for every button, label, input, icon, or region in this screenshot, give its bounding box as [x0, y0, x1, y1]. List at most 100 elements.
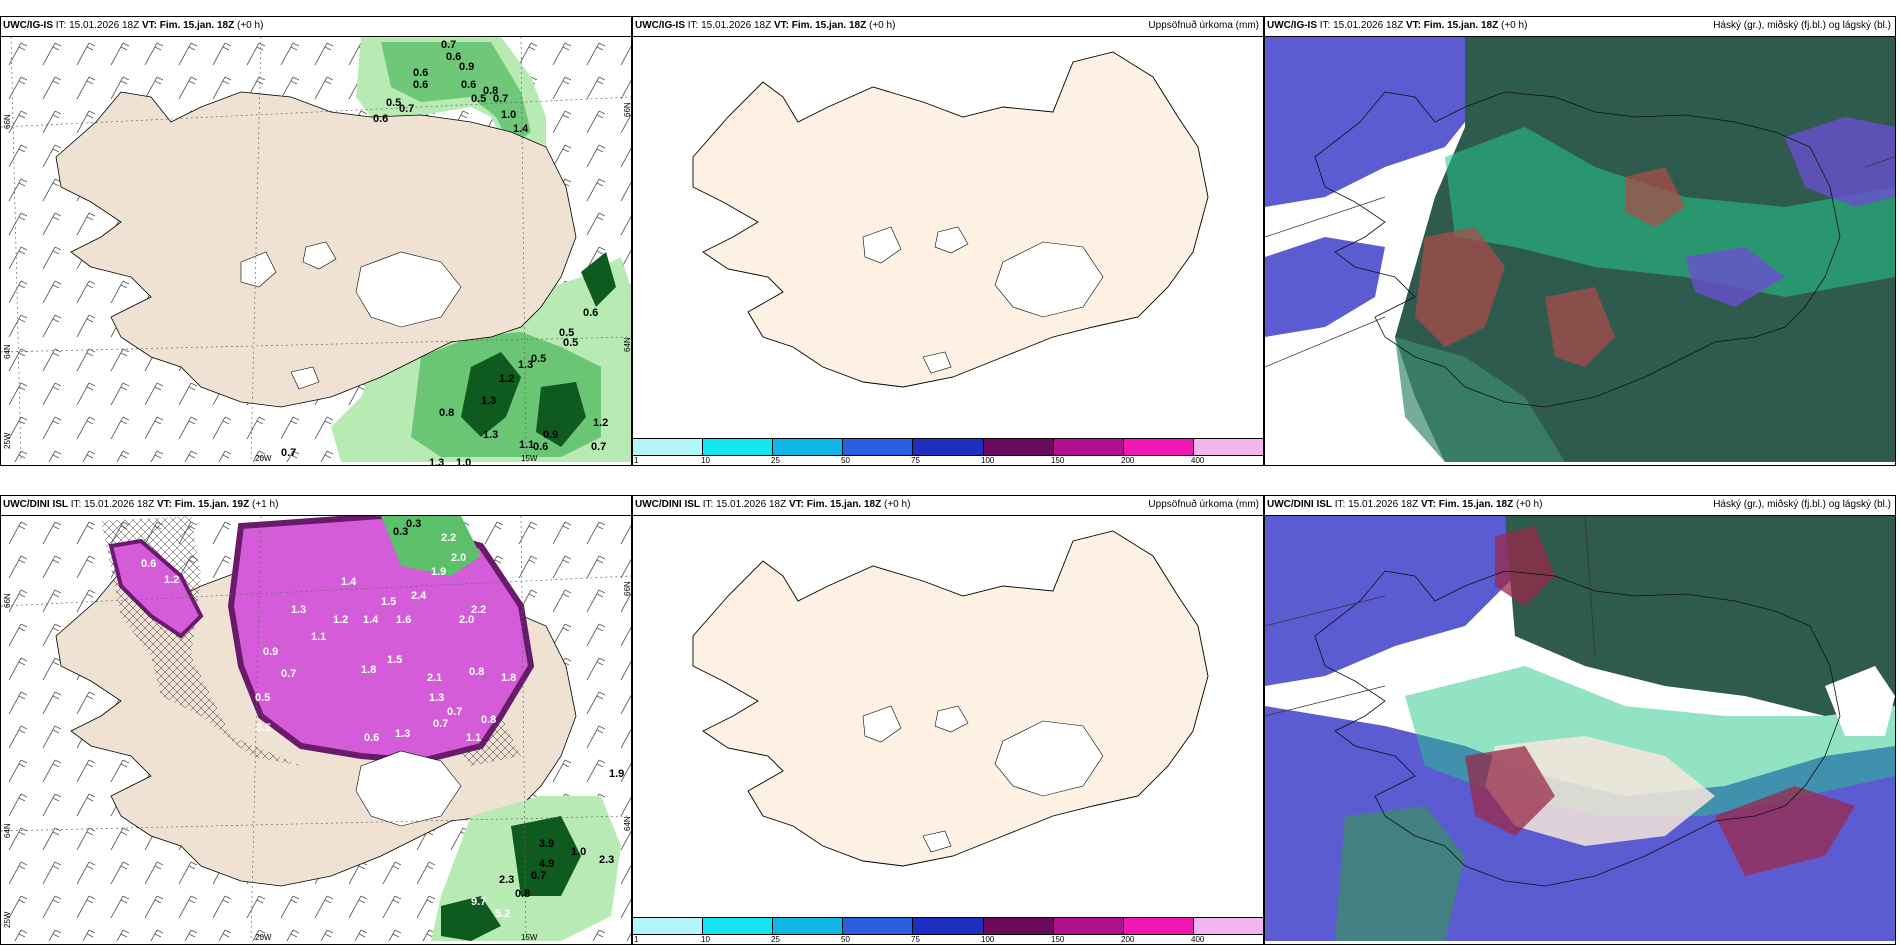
- map-svg: [1, 37, 631, 462]
- colorbar-label: 10: [701, 935, 710, 944]
- vt-label: VT:: [156, 499, 172, 510]
- vt-label: VT:: [1405, 20, 1421, 31]
- precip-value: 1.3: [429, 692, 445, 704]
- panel-dini-isl-wind-precip: UWC/DINI ISL IT: 15.01.2026 18Z VT: Fim.…: [0, 495, 632, 945]
- it-label: IT:: [1334, 499, 1346, 510]
- it-value: 15.01.2026 18Z: [1333, 20, 1404, 31]
- mid-cloud-red: [1415, 167, 1685, 367]
- colorbar-label: 75: [911, 935, 920, 944]
- precip-value: 0.5: [386, 97, 402, 109]
- map-svg: [1265, 37, 1895, 462]
- model-name: UWC/DINI ISL: [635, 499, 700, 510]
- precip-value: 1.2: [499, 373, 515, 385]
- forecast-offset: (+0 h): [869, 20, 896, 31]
- precip-value: 0.7: [281, 447, 297, 459]
- cloud-cover-map: [1265, 515, 1895, 941]
- panel-dini-isl-clouds: UWC/DINI ISL IT: 15.01.2026 18Z VT: Fim.…: [1264, 495, 1896, 945]
- precip-magenta-border: [227, 516, 535, 765]
- colorbar-label: 100: [981, 935, 995, 944]
- precip-value: 1.3: [481, 395, 497, 407]
- clear-sky-center: [1485, 736, 1715, 846]
- colorbar-label: 150: [1051, 456, 1065, 465]
- precip-value: 1.1: [311, 631, 327, 643]
- iceland-land: [692, 51, 1209, 388]
- model-name: UWC/IG-IS: [1267, 20, 1317, 31]
- precip-value: 0.3: [406, 518, 422, 530]
- precip-value: 2.0: [459, 614, 475, 626]
- colorbar-segment: [843, 439, 914, 455]
- iceland-land: [692, 530, 1209, 867]
- precip-value: 1.0: [571, 846, 587, 858]
- vt-label: VT:: [788, 499, 804, 510]
- clear-sky-patches: [1265, 337, 1395, 462]
- precip-value: 1.2: [333, 614, 349, 626]
- accum-precip-map: [633, 515, 1263, 918]
- colorbar-labels: 1 10 25 50 75 100 150 200 400: [633, 935, 1263, 944]
- panel-subtitle: Uppsöfnuð úrkoma (mm): [1148, 20, 1259, 31]
- coastline: [1314, 570, 1841, 887]
- colorbar-segment: [983, 439, 1054, 455]
- colorbar-segment: [1123, 918, 1194, 934]
- right-lat-64n: 64N: [623, 816, 632, 831]
- lon-label-20w: 20W: [255, 933, 272, 942]
- it-label: IT:: [702, 499, 714, 510]
- precip-value: 1.1: [466, 732, 482, 744]
- panel-ig-is-clouds: UWC/IG-IS IT: 15.01.2026 18Z VT: Fim. 15…: [1264, 16, 1896, 466]
- lat-label-64n: 64N: [3, 823, 12, 838]
- model-name: UWC/IG-IS: [635, 20, 685, 31]
- precip-value: 0.5: [563, 337, 579, 349]
- vt-value: Fim. 15.jan. 18Z: [159, 20, 235, 31]
- high-cloud-main: [1505, 516, 1895, 716]
- precip-value: 0.5: [471, 93, 487, 105]
- precip-value: 1.3: [483, 429, 499, 441]
- glacier-vatnajokull: [355, 750, 462, 827]
- panel-title: UWC/DINI ISL IT: 15.01.2026 18Z VT: Fim.…: [635, 499, 910, 510]
- model-name: UWC/DINI ISL: [1267, 499, 1332, 510]
- colorbar-segment: [703, 439, 774, 455]
- precip-value: 0.5: [256, 722, 272, 734]
- map-svg: [692, 530, 1209, 867]
- precip-value: 0.7: [433, 718, 449, 730]
- vt-label: VT:: [1420, 499, 1436, 510]
- panel-dini-isl-accum-precip: UWC/DINI ISL IT: 15.01.2026 18Z VT: Fim.…: [632, 495, 1264, 945]
- precip-value: 1.9: [609, 768, 625, 780]
- map-svg: [692, 51, 1209, 388]
- precip-value: 3.9: [539, 838, 555, 850]
- glacier-langjokull: [862, 705, 902, 743]
- mid-cloud-south: [1395, 337, 1565, 462]
- panel-title: UWC/IG-IS IT: 15.01.2026 18Z VT: Fim. 15…: [3, 20, 263, 31]
- precip-value: 0.8: [515, 888, 531, 900]
- precip-colorbar: [633, 917, 1263, 935]
- colorbar-label: 400: [1191, 456, 1205, 465]
- glacier-vatnajokull: [994, 720, 1104, 797]
- lon-label-25w: 25W: [3, 432, 12, 449]
- panel-ig-is-accum-precip: UWC/IG-IS IT: 15.01.2026 18Z VT: Fim. 15…: [632, 16, 1264, 466]
- precip-value: 2.3: [499, 874, 515, 886]
- glacier-hofsjokull: [934, 705, 969, 733]
- precip-value: 5.2: [495, 908, 511, 920]
- colorbar-segment: [703, 918, 774, 934]
- precip-value: 1.5: [381, 596, 397, 608]
- precip-value: 0.5: [559, 327, 575, 339]
- vt-value: Fim. 15.jan. 18Z: [1438, 499, 1514, 510]
- precip-value: 0.6: [533, 441, 549, 453]
- colorbar-label: 25: [771, 935, 780, 944]
- precip-value: 0.7: [591, 441, 607, 453]
- precip-value: 1.2: [593, 417, 609, 429]
- model-name: UWC/IG-IS: [3, 20, 53, 31]
- glacier-vatnajokull: [355, 251, 462, 328]
- colorbar-label: 400: [1191, 935, 1205, 944]
- precip-value: 1.3: [291, 604, 307, 616]
- vt-value: Fim. 15.jan. 18Z: [1423, 20, 1499, 31]
- colorbar-segment: [1123, 439, 1194, 455]
- colorbar-label: 100: [981, 456, 995, 465]
- glacier-vatnajokull: [994, 241, 1104, 318]
- precip-value: 0.9: [543, 429, 559, 441]
- precip-value: 0.5: [531, 353, 547, 365]
- it-label: IT:: [55, 20, 67, 31]
- precip-value: 0.7: [447, 706, 463, 718]
- graticule: [1265, 156, 1895, 368]
- colorbar-label: 200: [1121, 935, 1135, 944]
- precip-value: 0.8: [481, 714, 497, 726]
- panel-subtitle: Uppsöfnuð úrkoma (mm): [1148, 499, 1259, 510]
